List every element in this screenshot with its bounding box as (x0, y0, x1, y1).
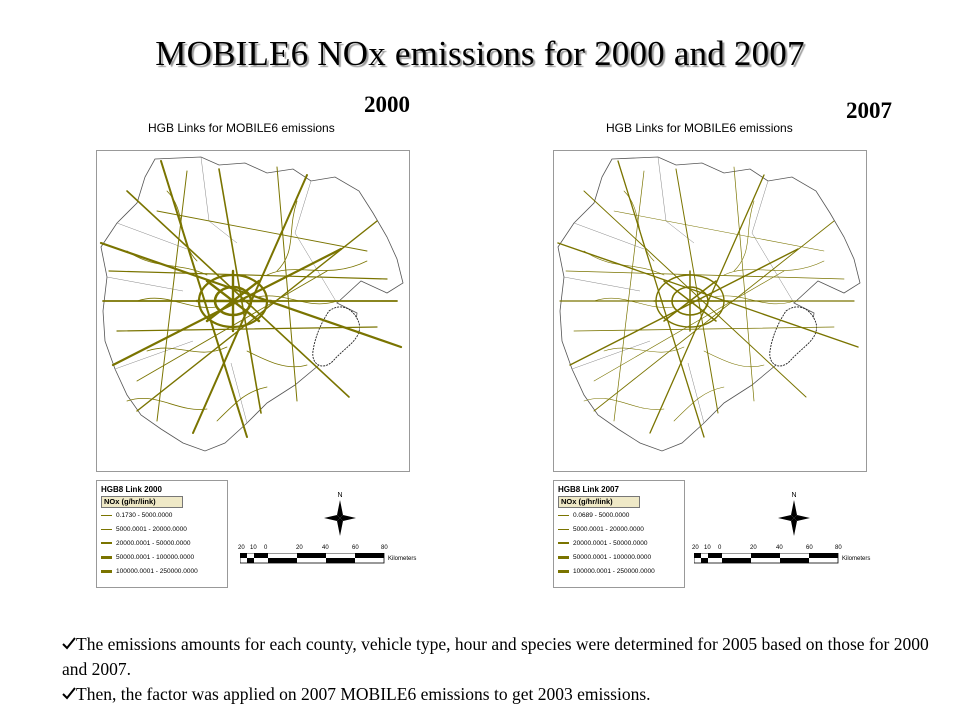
road-network-map-2007 (557, 156, 861, 452)
scale-bar-2007: 20 10 0 20 40 60 80 Kilometers (692, 545, 892, 575)
legend-field: NOx (g/hr/link) (101, 496, 183, 508)
road-network-map-2000 (99, 156, 404, 452)
legend-class: 0.1730 - 5000.0000 (101, 511, 172, 521)
slide-title: MOBILE6 NOx emissions for 2000 and 2007 (155, 34, 805, 73)
scale-unit: Kilometers (842, 556, 871, 562)
scale-tick: 80 (835, 545, 842, 551)
legend-class: 20000.0001 - 50000.0000 (101, 539, 190, 549)
scale-tick: 80 (381, 545, 388, 551)
north-arrow-icon: N (778, 492, 810, 536)
legend-field: NOx (g/hr/link) (558, 496, 640, 508)
year-label-2000: 2000 (364, 92, 410, 117)
line-swatch (558, 569, 569, 573)
scale-tick: 40 (322, 545, 329, 551)
line-swatch (101, 556, 112, 559)
line-swatch (101, 514, 112, 516)
scale-bar-graphic (240, 553, 385, 564)
line-swatch (101, 542, 112, 545)
bay-shoreline (769, 306, 817, 367)
line-swatch (558, 514, 569, 516)
scale-tick: 60 (352, 545, 359, 551)
scale-unit: Kilometers (388, 556, 417, 562)
scale-tick: 20 (750, 545, 757, 551)
scale-bar-graphic (694, 553, 839, 564)
legend-title: HGB8 Link 2000 (101, 485, 162, 494)
map-panel-2007 (553, 150, 867, 472)
scale-tick: 20 (296, 545, 303, 551)
scale-tick: 40 (776, 545, 783, 551)
legend-class: 20000.0001 - 50000.0000 (558, 539, 647, 549)
scale-tick: 10 (250, 545, 257, 551)
legend-2000: HGB8 Link 2000 NOx (g/hr/link) 0.1730 - … (96, 480, 228, 588)
note-item: The emissions amounts for each county, v… (62, 634, 929, 679)
line-swatch (558, 542, 569, 545)
bay-shoreline (312, 306, 360, 367)
scale-tick: 20 (692, 545, 699, 551)
region-boundary (557, 156, 861, 452)
legend-class: 50000.0001 - 100000.0000 (558, 553, 651, 563)
scale-bar-2000: 20 10 0 20 40 60 80 Kilometers (238, 545, 438, 575)
map-title-2000: HGB Links for MOBILE6 emissions (148, 121, 335, 135)
scale-tick: 20 (238, 545, 245, 551)
scale-tick: 10 (704, 545, 711, 551)
legend-2007: HGB8 Link 2007 NOx (g/hr/link) 0.0689 - … (553, 480, 685, 588)
note-item: Then, the factor was applied on 2007 MOB… (62, 682, 942, 707)
legend-class: 100000.0001 - 250000.0000 (558, 567, 655, 577)
line-swatch (101, 528, 112, 531)
checkmark-icon (62, 637, 76, 650)
scale-tick: 0 (264, 545, 268, 551)
map-panel-2000 (96, 150, 410, 472)
road-lines (99, 160, 403, 438)
scale-tick: 0 (718, 545, 722, 551)
year-label-2007: 2007 (846, 98, 892, 123)
legend-class: 100000.0001 - 250000.0000 (101, 567, 198, 577)
legend-class: 50000.0001 - 100000.0000 (101, 553, 194, 563)
line-swatch (558, 556, 569, 559)
scale-tick: 60 (806, 545, 813, 551)
notes-list: The emissions amounts for each county, v… (62, 632, 942, 707)
legend-class: 5000.0001 - 20000.0000 (558, 525, 644, 535)
checkmark-icon (62, 687, 76, 700)
north-label: N (337, 492, 342, 499)
north-arrow-icon: N (324, 492, 356, 536)
legend-class: 0.0689 - 5000.0000 (558, 511, 629, 521)
map-title-2007: HGB Links for MOBILE6 emissions (606, 121, 793, 135)
road-lines (557, 160, 859, 438)
legend-class: 5000.0001 - 20000.0000 (101, 525, 187, 535)
north-label: N (791, 492, 796, 499)
region-boundary (100, 156, 404, 452)
line-swatch (101, 569, 112, 573)
line-swatch (558, 528, 569, 531)
legend-title: HGB8 Link 2007 (558, 485, 619, 494)
